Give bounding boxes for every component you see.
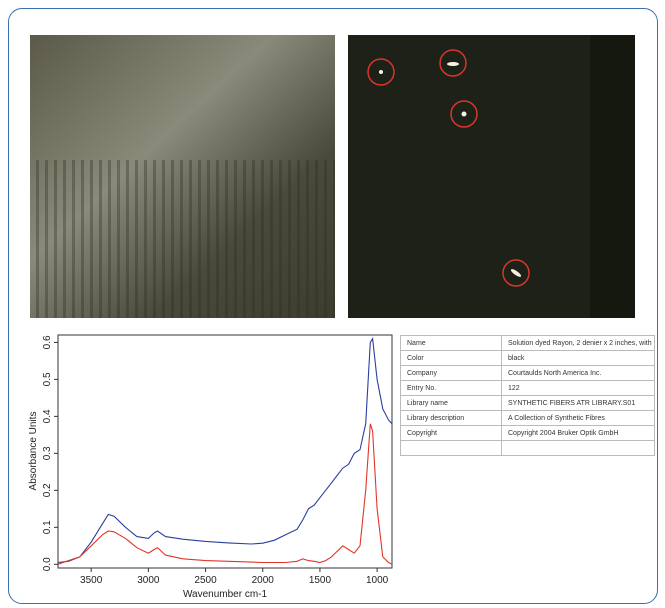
value-cell: SYNTHETIC FIBERS ATR LIBRARY.S01 [501,395,655,411]
key-cell: Color [400,350,502,366]
table-row: Library name SYNTHETIC FIBERS ATR LIBRARY… [400,395,655,411]
table-row: Color black [400,350,655,366]
x-tick-label: 3500 [80,575,103,586]
table-row: Company Courtaulds North America Inc. [400,365,655,381]
value-cell: A Collection of Synthetic Fibres [501,410,655,426]
y-axis-label: Absorbance Units [28,412,39,491]
key-cell: Copyright [400,425,502,441]
table-row: Entry No. 122 [400,380,655,396]
value-cell: black [501,350,655,366]
fibre-spots [379,62,522,277]
spectrum-info-table: Name Solution dyed Rayon, 2 denier x 2 in… [400,335,655,456]
value-cell: Copyright 2004 Bruker Optik GmbH [501,425,655,441]
x-tick-label: 1500 [309,575,332,586]
x-tick-label: 2500 [194,575,217,586]
key-cell: Company [400,365,502,381]
table-row: Library description A Collection of Synth… [400,410,655,426]
micrograph-fluorescence [348,35,635,318]
image-band [590,35,635,318]
spectrum-line [57,337,393,564]
spectrum-line [57,423,393,565]
frame [8,8,658,604]
x-tick-label: 3000 [137,575,160,586]
y-tick-label: 0.3 [42,446,53,460]
y-tick-label: 0.6 [42,335,53,349]
y-tick-label: 0.4 [42,409,53,423]
x-axis-label: Wavenumber cm-1 [183,589,268,600]
y-tick-label: 0.1 [42,520,53,534]
key-cell: Name [400,335,502,351]
y-tick-label: 0.5 [42,372,53,386]
value-cell: 122 [501,380,655,396]
table-row-empty [400,440,655,456]
plot-frame [57,334,393,569]
key-cell: Library description [400,410,502,426]
value-cell [501,440,655,456]
key-cell: Entry No. [400,380,502,396]
table-row: Copyright Copyright 2004 Bruker Optik Gmb… [400,425,655,441]
y-tick-label: 0.2 [42,483,53,497]
x-tick-label: 2000 [252,575,275,586]
value-cell: Solution dyed Rayon, 2 denier x 2 inches… [501,335,655,351]
x-tick-label: 1000 [366,575,389,586]
table-row: Name Solution dyed Rayon, 2 denier x 2 in… [400,335,655,351]
value-cell: Courtaulds North America Inc. [501,365,655,381]
key-cell: Library name [400,395,502,411]
highlight-circles [367,49,530,287]
micrograph-texture [30,160,335,318]
key-cell [400,440,502,456]
y-tick-label: 0.0 [42,557,53,571]
